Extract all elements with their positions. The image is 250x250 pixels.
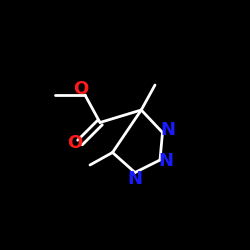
Text: O: O: [74, 80, 89, 98]
Text: O: O: [68, 134, 82, 152]
Text: N: N: [128, 170, 142, 188]
Text: N: N: [160, 121, 176, 139]
Text: N: N: [159, 152, 174, 170]
